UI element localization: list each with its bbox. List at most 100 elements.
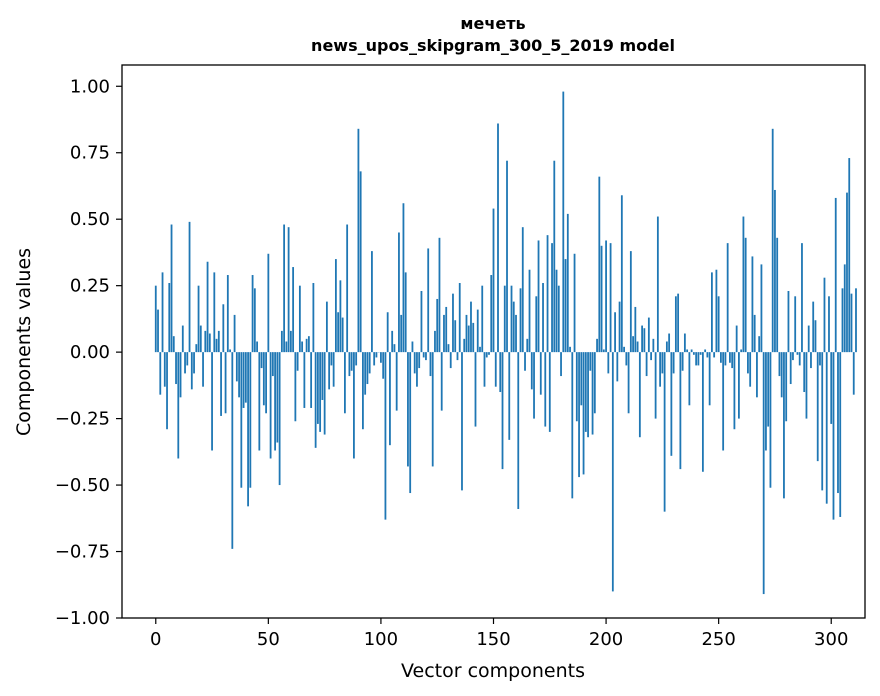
bar-107 xyxy=(395,352,398,411)
bar-1 xyxy=(157,309,159,353)
bar-149 xyxy=(490,275,493,353)
bar-164 xyxy=(524,352,526,371)
bar-74 xyxy=(321,352,324,400)
bar-103 xyxy=(386,312,389,353)
bar-101 xyxy=(382,352,385,379)
bar-66 xyxy=(303,352,306,408)
bar-26 xyxy=(213,272,216,353)
bar-197 xyxy=(598,176,601,353)
bar-188 xyxy=(578,352,580,478)
bar-264 xyxy=(749,352,752,387)
bar-113 xyxy=(409,352,412,494)
bar-28 xyxy=(217,330,220,353)
y-tick-label: 0.75 xyxy=(70,143,110,164)
bar-129 xyxy=(445,306,448,353)
bar-80 xyxy=(334,259,337,353)
bar-37 xyxy=(238,352,240,398)
bar-301 xyxy=(832,352,835,520)
bar-305 xyxy=(841,288,844,353)
bar-191 xyxy=(584,352,587,432)
y-tick-label: −0.25 xyxy=(55,409,110,430)
bar-19 xyxy=(197,285,200,353)
bar-97 xyxy=(373,352,376,366)
bar-69 xyxy=(310,352,313,408)
bar-133 xyxy=(454,320,457,353)
bar-254 xyxy=(726,243,729,353)
bar-159 xyxy=(512,301,515,353)
x-tick-label: 250 xyxy=(701,629,735,650)
bar-200 xyxy=(605,240,607,353)
bar-306 xyxy=(843,264,846,353)
bar-300 xyxy=(830,352,833,424)
bar-173 xyxy=(544,352,547,427)
bar-298 xyxy=(825,352,828,504)
bar-78 xyxy=(330,352,333,366)
bar-208 xyxy=(623,346,625,353)
bar-32 xyxy=(226,275,229,353)
bar-277 xyxy=(778,352,781,377)
bar-252 xyxy=(722,352,725,451)
bar-10 xyxy=(177,352,180,459)
bar-117 xyxy=(418,352,421,369)
bar-297 xyxy=(823,277,826,353)
bar-176 xyxy=(551,243,553,353)
bar-309 xyxy=(850,293,853,353)
bar-62 xyxy=(294,352,297,422)
bar-250 xyxy=(717,296,720,353)
bar-243 xyxy=(701,352,704,472)
bar-156 xyxy=(506,160,508,353)
y-axis-ticks: 1.00 0.75 0.50 0.25 0.00 −0.25 −0.50 −0.75 −1.00 xyxy=(55,76,122,629)
bar-181 xyxy=(562,91,565,353)
bar-271 xyxy=(765,352,767,451)
bar-280 xyxy=(785,352,788,422)
bar-41 xyxy=(247,352,249,507)
bar-256 xyxy=(731,352,734,369)
bar-221 xyxy=(652,338,655,353)
bar-13 xyxy=(184,352,186,374)
bar-241 xyxy=(697,352,700,366)
bar-262 xyxy=(744,237,747,353)
bar-273 xyxy=(769,352,772,488)
bar-4 xyxy=(163,352,166,387)
bar-12 xyxy=(181,325,184,353)
bar-79 xyxy=(332,352,335,387)
bar-294 xyxy=(816,352,819,462)
bar-167 xyxy=(530,352,533,390)
bar-185 xyxy=(571,352,574,499)
bar-14 xyxy=(186,352,189,366)
bar-110 xyxy=(402,203,405,353)
bar-111 xyxy=(404,272,407,353)
bar-282 xyxy=(789,352,792,385)
bar-175 xyxy=(548,352,551,432)
bar-126 xyxy=(438,237,441,353)
bar-65 xyxy=(301,341,304,353)
bar-102 xyxy=(384,352,387,520)
bar-17 xyxy=(193,352,195,374)
bar-86 xyxy=(348,352,351,377)
chart-subtitle: news_upos_skipgram_300_5_2019 model xyxy=(311,36,675,55)
bar-215 xyxy=(638,352,641,438)
bar-177 xyxy=(553,160,556,353)
bar-235 xyxy=(683,333,686,353)
bar-274 xyxy=(771,128,774,353)
bar-195 xyxy=(593,352,596,414)
bar-109 xyxy=(400,314,403,353)
bar-239 xyxy=(692,352,695,355)
y-tick-label: −1.00 xyxy=(55,608,110,629)
bar-135 xyxy=(458,283,461,353)
bar-63 xyxy=(296,352,299,371)
bar-270 xyxy=(762,352,765,595)
bar-293 xyxy=(814,320,817,353)
bar-261 xyxy=(742,216,745,353)
bar-202 xyxy=(609,243,612,353)
bar-166 xyxy=(528,269,531,353)
bar-52 xyxy=(271,352,274,377)
y-tick-label: 0.50 xyxy=(70,209,110,230)
bar-139 xyxy=(467,325,470,353)
bar-71 xyxy=(314,352,317,448)
bar-40 xyxy=(244,352,247,403)
bar-108 xyxy=(398,232,400,353)
bar-265 xyxy=(751,256,754,353)
bar-236 xyxy=(686,349,689,353)
bar-267 xyxy=(756,352,758,398)
